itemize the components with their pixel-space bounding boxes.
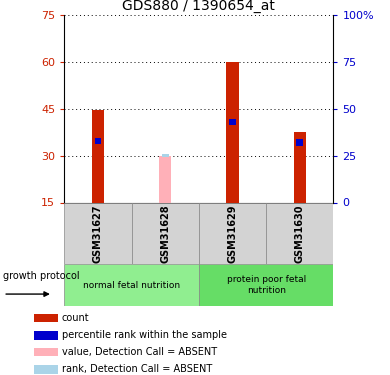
Bar — [64, 264, 199, 306]
Bar — [34, 365, 58, 374]
Text: count: count — [62, 313, 89, 323]
Text: GSM31628: GSM31628 — [160, 204, 170, 263]
Bar — [266, 202, 333, 264]
Text: GSM31629: GSM31629 — [227, 204, 238, 262]
Text: growth protocol: growth protocol — [3, 271, 80, 281]
Text: rank, Detection Call = ABSENT: rank, Detection Call = ABSENT — [62, 364, 212, 375]
Text: percentile rank within the sample: percentile rank within the sample — [62, 330, 227, 340]
Bar — [229, 119, 236, 125]
Text: protein poor fetal
nutrition: protein poor fetal nutrition — [227, 275, 306, 295]
Bar — [34, 348, 58, 356]
Bar — [162, 154, 168, 157]
Bar — [199, 264, 333, 306]
Title: GDS880 / 1390654_at: GDS880 / 1390654_at — [122, 0, 275, 13]
Text: value, Detection Call = ABSENT: value, Detection Call = ABSENT — [62, 347, 217, 357]
Bar — [34, 331, 58, 340]
Text: GSM31627: GSM31627 — [93, 204, 103, 262]
Bar — [95, 138, 101, 144]
Bar — [34, 314, 58, 322]
Bar — [296, 140, 303, 146]
Bar — [64, 202, 132, 264]
Text: GSM31630: GSM31630 — [295, 204, 305, 262]
Bar — [132, 202, 199, 264]
Bar — [92, 110, 104, 202]
Bar — [159, 156, 171, 203]
Text: normal fetal nutrition: normal fetal nutrition — [83, 280, 180, 290]
Bar — [227, 62, 239, 202]
Bar — [294, 132, 306, 202]
Bar — [199, 202, 266, 264]
